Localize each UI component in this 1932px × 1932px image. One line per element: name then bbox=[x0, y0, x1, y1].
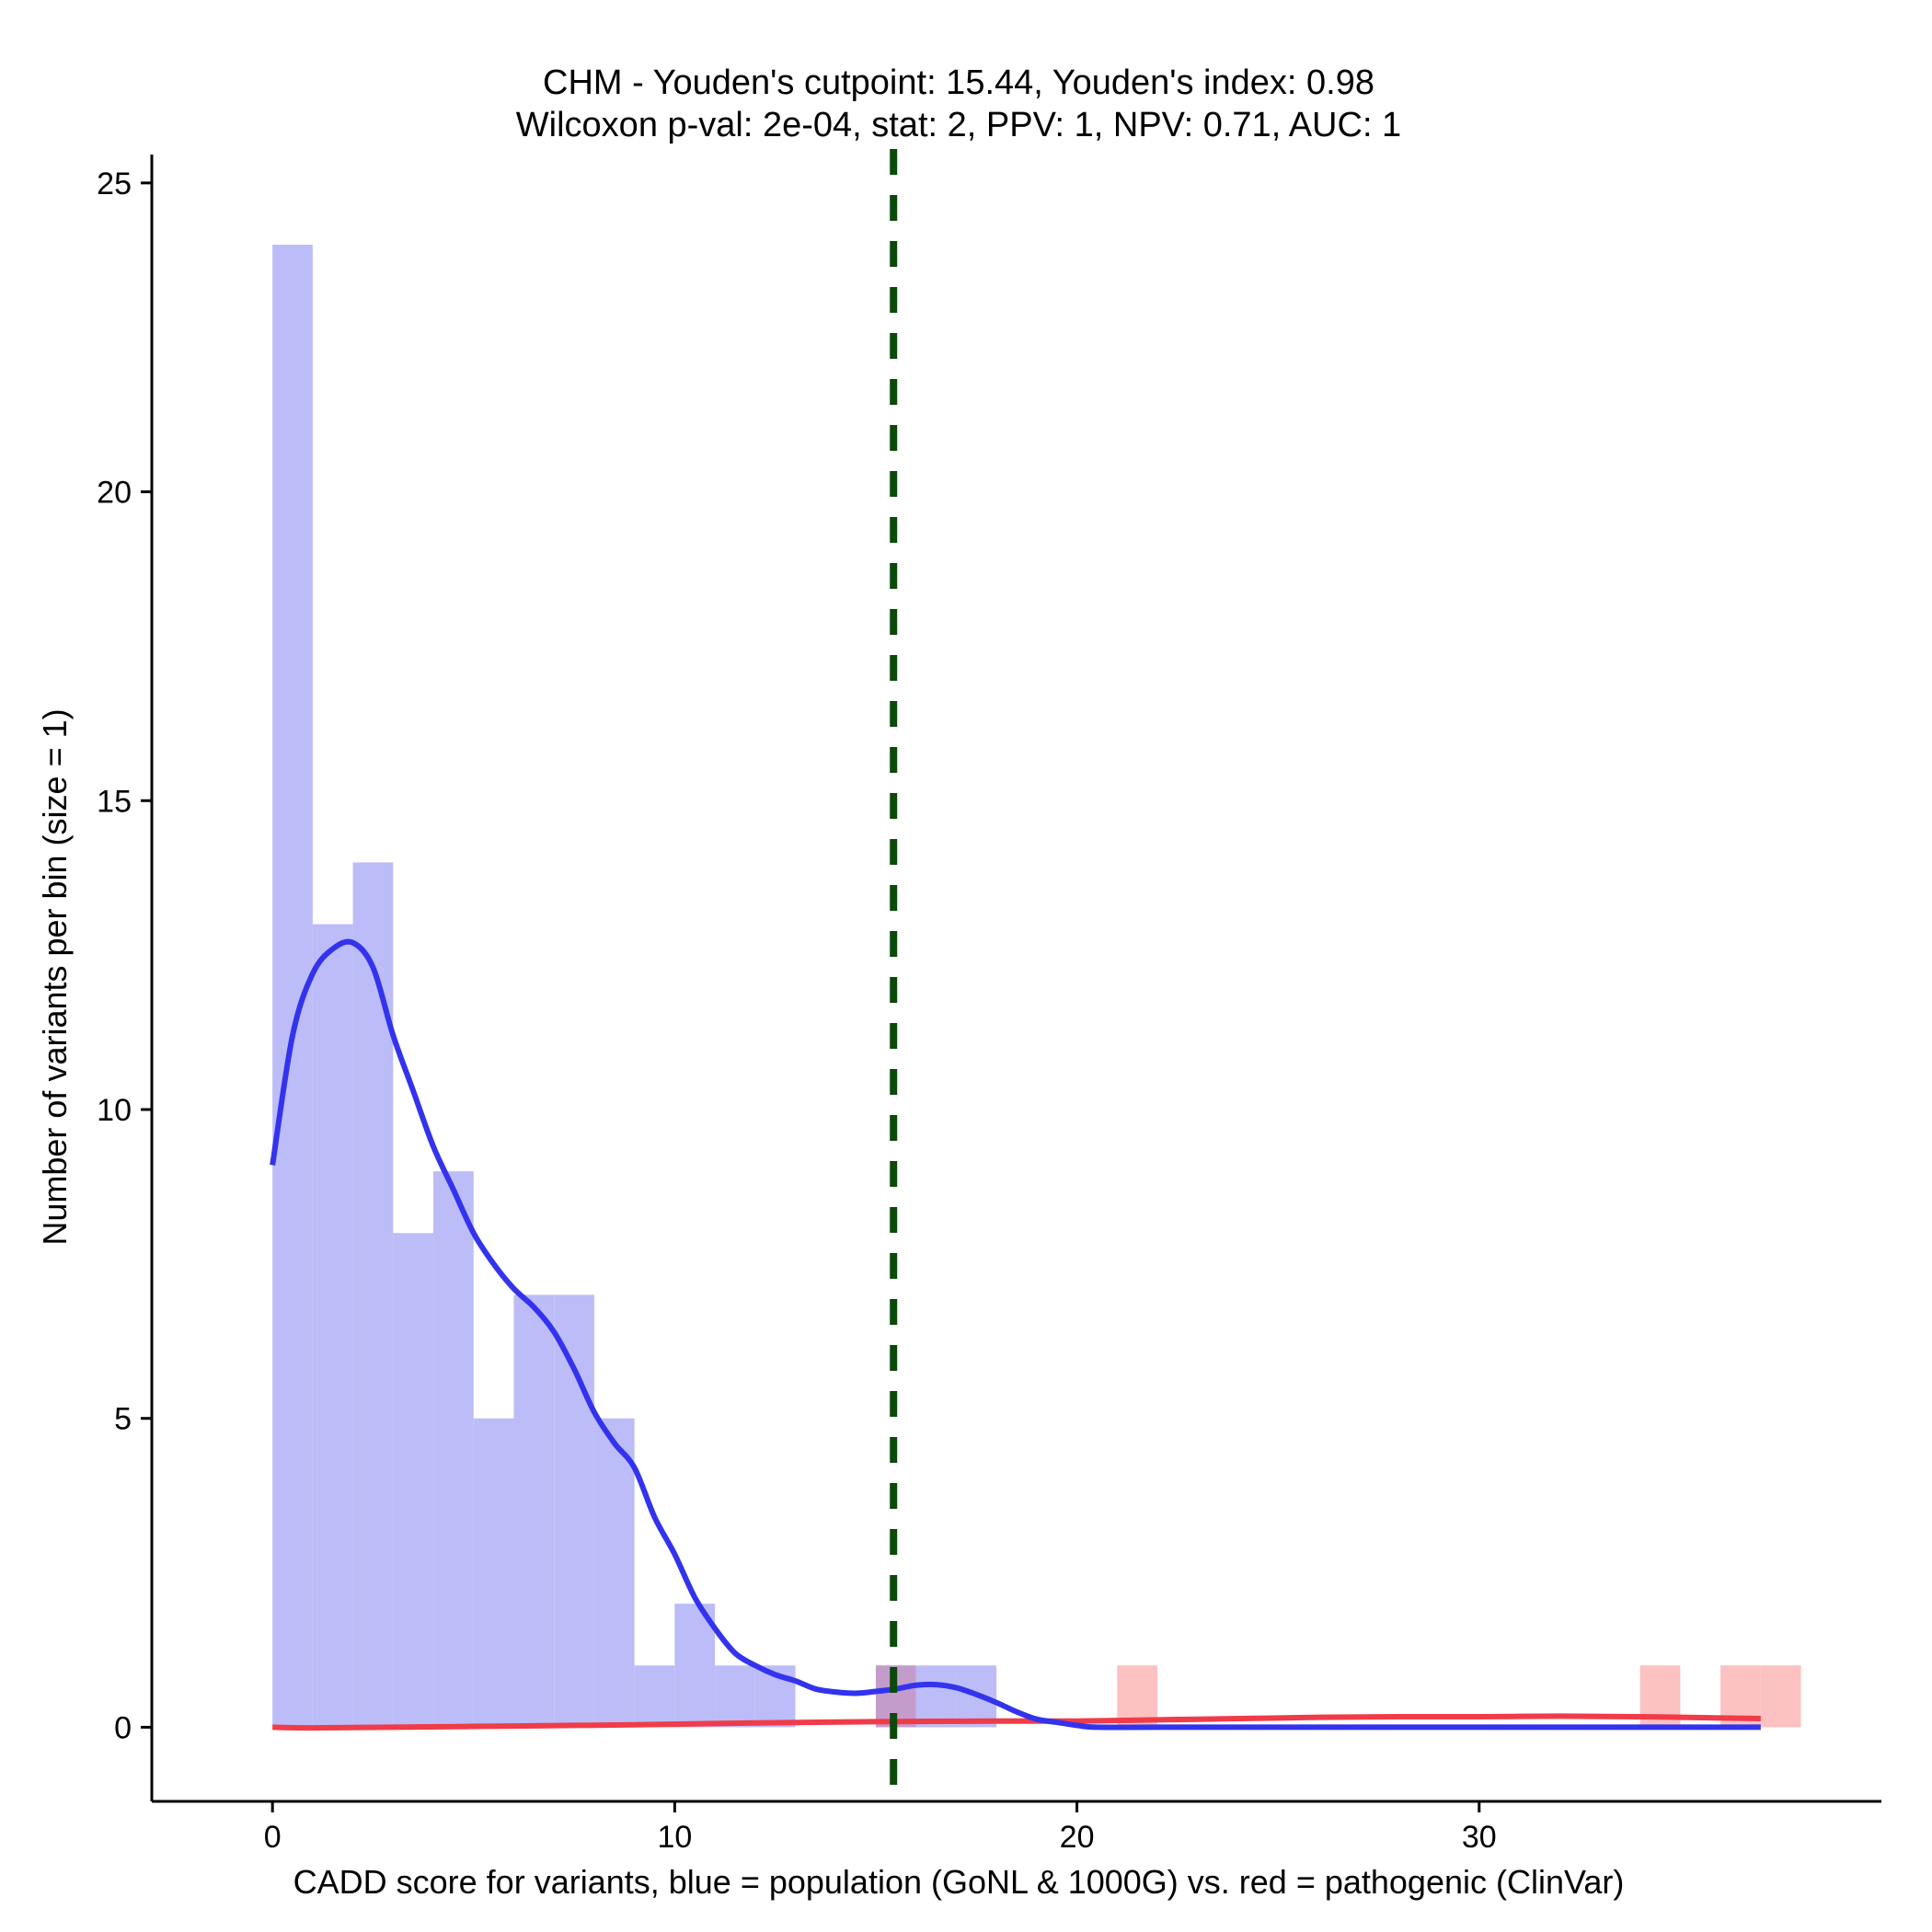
x-axis-label: CADD score for variants, blue = populati… bbox=[293, 1863, 1625, 1901]
y-tick-label: 20 bbox=[97, 476, 132, 511]
y-axis-label: Number of variants per bin (size = 1) bbox=[36, 708, 74, 1245]
population-bar bbox=[554, 1294, 594, 1728]
population-bar bbox=[352, 862, 394, 1728]
y-tick-label: 0 bbox=[114, 1710, 132, 1745]
population-bar bbox=[433, 1171, 474, 1728]
pathogenic-bar bbox=[1760, 1665, 1801, 1728]
y-tick-label: 15 bbox=[97, 784, 132, 819]
pathogenic-density-line bbox=[272, 1713, 1761, 1731]
population-bar bbox=[915, 1665, 957, 1728]
pathogenic-bar bbox=[1117, 1665, 1158, 1728]
axes: 0 10 20 30 0 5 10 15 20 25 bbox=[97, 155, 1881, 1855]
y-tick-label: 10 bbox=[97, 1093, 132, 1128]
population-bar bbox=[674, 1604, 716, 1728]
x-tick-label: 10 bbox=[657, 1820, 692, 1855]
x-tick-label: 0 bbox=[264, 1820, 282, 1855]
population-bar bbox=[593, 1418, 635, 1728]
y-tick-label: 5 bbox=[114, 1402, 132, 1437]
y-tick-label: 25 bbox=[97, 167, 132, 201]
population-bar bbox=[473, 1418, 514, 1728]
plot-area bbox=[270, 149, 1801, 1801]
chart-subtitle: Wilcoxon p-val: 2e-04, stat: 2, PPV: 1, … bbox=[516, 106, 1401, 144]
population-bar bbox=[312, 924, 353, 1728]
population-bar bbox=[393, 1233, 434, 1728]
population-bar bbox=[634, 1665, 675, 1728]
population-bar bbox=[513, 1294, 555, 1728]
population-bar bbox=[715, 1665, 755, 1728]
population-density-line bbox=[270, 938, 1761, 1731]
chart-title: CHM - Youden's cutpoint: 15.44, Youden's… bbox=[543, 63, 1374, 102]
x-tick-label: 20 bbox=[1060, 1820, 1095, 1855]
x-tick-label: 30 bbox=[1462, 1820, 1497, 1855]
